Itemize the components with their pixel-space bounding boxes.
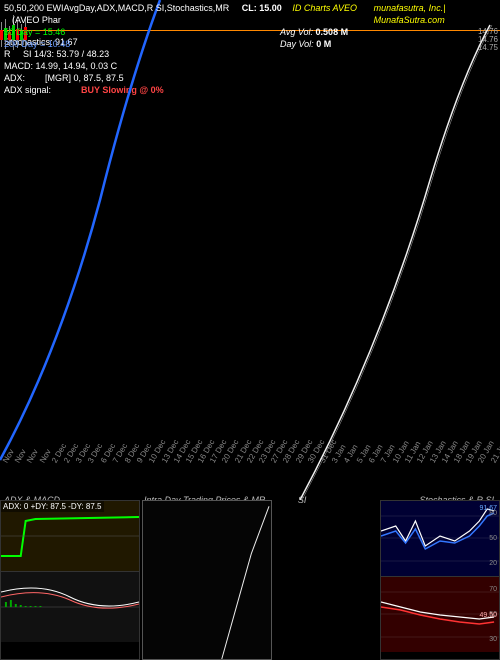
stochastics-subpanel: 80 50 20 91.67 [381,501,499,577]
axis-tick: 20 [489,560,497,567]
stoch-current-value: 91.67 [479,505,497,512]
chart-settings-text: 50,50,200 EWIAvgDay,ADX,MACD,R [4,3,153,13]
watermark-text: munafasutra, Inc.| MunafaSutra.com [374,2,500,26]
main-chart-area: 50,50,200 EWIAvgDay,ADX,MACD,R SI,Stocha… [0,0,500,500]
indicator-list: SI,Stochastics,MR [156,3,230,13]
overlay-curves [0,0,500,500]
bottom-panel-row: ADX: 0 +DY: 87.5 -DY: 87.5 [0,500,500,660]
chart-header: 50,50,200 EWIAvgDay,ADX,MACD,R SI,Stocha… [0,0,500,52]
day-vol-label: Day Vol: [280,39,314,49]
intraday-panel[interactable] [142,500,272,660]
adx-readout: ADX: 0 +DY: 87.5 -DY: 87.5 [3,502,102,511]
ma200-label: 200 Day = 10.48 [4,38,70,50]
adx-macd-panel[interactable]: ADX: 0 +DY: 87.5 -DY: 87.5 [0,500,140,660]
axis-tick: 50 [489,535,497,542]
macd-subpanel [1,572,139,642]
axis-tick: 70 [489,586,497,593]
stoch-rsi-panel[interactable]: 80 50 20 91.67 70 50 30 49.50 [380,500,500,660]
adx-subpanel: ADX: 0 +DY: 87.5 -DY: 87.5 [1,501,139,572]
axis-tick: 30 [489,636,497,643]
stoch-axis: 80 50 20 [489,501,497,576]
close-price: CL: 15.00 [242,3,282,13]
ma50-label: 50 Day = 15.46 [4,27,65,37]
avg-vol-label: Avg Vol: [280,27,313,37]
day-vol-value: 0 M [316,39,331,49]
chart-type-label: ID Charts AVEO [292,3,357,13]
rsi-current-value: 49.50 [479,612,497,619]
rsi-subpanel: 70 50 30 49.50 [381,577,499,652]
avg-vol-value: 0.508 M [316,27,349,37]
ticker-name: (AVEO Phar [12,15,61,25]
